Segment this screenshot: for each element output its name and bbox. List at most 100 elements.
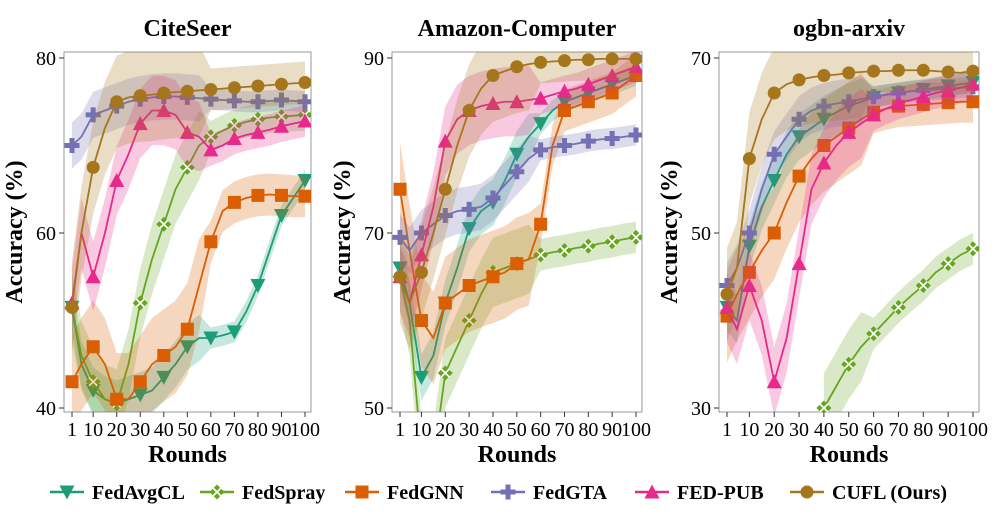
series-band-cufl-ours [400,52,636,350]
series-marker-fedavgcl [533,117,549,132]
series-band-fed-pub [400,52,636,338]
series-marker-fedspray [414,444,429,459]
series-marker-fedgta [533,142,549,158]
series-marker-fed-pub [273,118,289,133]
x-tick-label: 40 [814,419,834,441]
y-tick-label: 80 [36,48,56,70]
x-tick-label: 90 [271,419,291,441]
legend-marker-cufl-ours [800,485,814,499]
y-tick-label: 60 [36,223,56,245]
x-tick-label: 10 [739,419,759,441]
series-marker-fedavgcl [556,95,572,110]
x-tick-label: 100 [958,419,988,441]
series-marker-fed-pub [791,256,807,271]
series-marker-cufl-ours [110,95,124,109]
x-tick-label: 70 [224,419,244,441]
series-marker-fed-pub [816,155,832,170]
legend-label-fedspray: FedSpray [242,482,325,504]
series-marker-fedgta [604,131,620,146]
series-marker-cufl-ours [817,69,831,82]
series-marker-fedspray-cross [918,280,928,291]
series-marker-fedgnn [817,139,831,152]
series-marker-fedspray-cross [159,219,169,229]
series-marker-fedgnn [274,188,288,202]
series-marker-fedavgcl [392,261,408,276]
y-tick-label: 50 [691,223,711,245]
series-marker-fed-pub [297,113,311,128]
series-marker-fedgta [741,225,757,241]
series-marker-cufl-ours [204,83,218,96]
y-axis-label: Accuracy (%) [2,160,28,303]
series-band-fedspray [400,221,636,412]
series-marker-fed-pub [509,94,525,109]
series-marker-fedgta [413,225,429,241]
series-marker-fedgta [791,111,807,127]
series-marker-fedgta [841,94,857,110]
series-marker-fedspray-cross [631,232,641,242]
series-marker-fedgta [273,92,289,108]
series-marker-fedgta [461,201,477,217]
series-marker-fedspray-cross [607,237,617,247]
series-marker-cufl-ours [867,64,881,78]
series-marker-fedspray-cross [869,329,879,339]
series-marker-fedspray-cross [559,245,570,256]
series-marker-fedgta [392,229,408,245]
x-tick-label: 50 [507,419,527,441]
series-marker-fedgnn [110,392,124,406]
series-marker-fedgnn [767,226,781,240]
x-tick-label: 30 [130,419,150,441]
series-marker-fed-pub [85,269,101,284]
series-marker-fedavgcl [226,325,242,340]
x-tick-label: 60 [531,419,551,441]
x-tick-label: 80 [578,419,598,441]
series-marker-fedgta [890,85,906,101]
series-marker-fedspray-cross [206,132,216,142]
series-marker-fedspray [816,400,832,412]
plot-area [719,52,979,412]
series-marker-cufl-ours [534,55,548,69]
legend-marker-fed-pub [644,484,660,499]
series-marker-fedgnn [393,182,407,196]
x-tick-label: 30 [789,419,809,441]
x-tick-label: 20 [764,419,784,441]
series-marker-fed-pub [156,103,172,117]
series-marker-fedgta [719,278,735,293]
series-marker-fedgnn [966,95,979,109]
series-marker-fedavgcl [203,331,219,346]
series-marker-fedspray-cross [844,359,854,369]
series-marker-fedspray-cross [182,162,192,172]
series-marker-fedgnn [65,375,79,389]
series-marker-fedgnn [133,375,147,389]
series-marker-cufl-ours [581,53,595,67]
series-marker-fedavgcl [461,222,477,237]
y-tick-label: 90 [364,48,384,70]
series-marker-fedspray-cross [893,302,904,312]
x-tick-label: 50 [839,419,859,441]
series-marker-fedspray-cross [440,368,450,378]
x-tick-label: 20 [435,419,455,441]
series-marker-fedgnn [941,96,955,110]
x-axis-label: Rounds [810,442,889,468]
series-marker-fedavgcl [791,130,807,145]
series-band-fedgnn [72,173,305,412]
series-marker-cufl-ours [157,86,171,100]
plot-area [392,52,642,459]
series-band-cufl-ours [72,52,305,354]
x-tick-label: 100 [290,419,320,441]
series-marker-fedspray-cross [943,259,953,269]
series-marker-cufl-ours [891,63,905,77]
series-band-cufl-ours [727,52,973,341]
series-marker-cufl-ours [438,182,452,196]
series-marker-fedavgcl [132,388,148,403]
series-marker-cufl-ours [227,81,241,95]
series-marker-cufl-ours [414,265,428,279]
series-marker-cufl-ours [251,79,265,93]
y-axis-label: Accuracy (%) [330,160,356,303]
series-marker-fed-pub [890,96,906,110]
x-tick-label: 20 [107,419,127,441]
series-marker-cufl-ours [133,89,147,103]
series-marker-cufl-ours [86,160,100,174]
x-tick-label: 70 [554,419,574,441]
